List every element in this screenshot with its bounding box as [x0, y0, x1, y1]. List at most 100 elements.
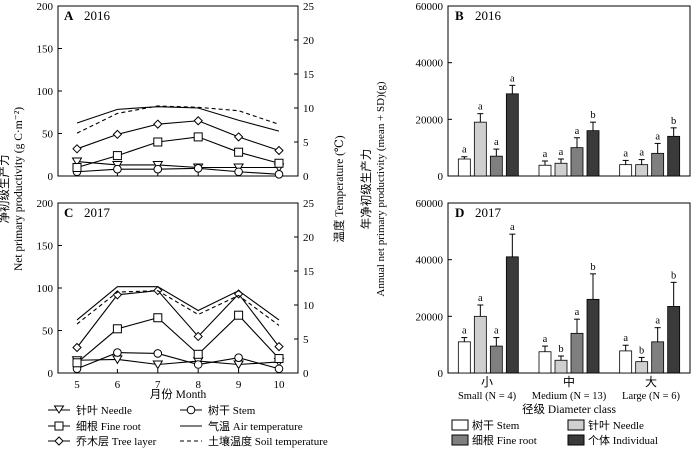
panel-b-ytick-label: 60000 — [416, 1, 444, 13]
panel-b-sig-letter: a — [575, 126, 580, 137]
panel-c-y2tick-label: 25 — [303, 198, 315, 210]
class-medium: Medium (N = 13) — [532, 391, 607, 402]
panel-c-ytick-label: 150 — [37, 241, 54, 253]
panel-a-tree-layer-point — [233, 132, 244, 142]
panel-b-bar-individual — [505, 93, 519, 177]
panel-b-sig-letter: a — [462, 145, 467, 156]
panel-c-stem-point — [193, 360, 203, 369]
panel-a-ytick-label: 150 — [37, 44, 54, 56]
bar-legend-needle-label: 针叶 Needle — [588, 418, 644, 432]
panel-a-fine-root-point — [193, 132, 203, 142]
panel-b-ticks: 0 20000 40000 60000 — [416, 1, 452, 183]
panel-b-frame — [447, 5, 691, 177]
panel-b-bar-stem — [457, 158, 471, 177]
panel-a-ytick-label: 200 — [37, 1, 54, 13]
triangle-marker-icon — [53, 405, 65, 414]
panel-d-ytick-label: 0 — [438, 368, 444, 380]
panel-c-needle-line — [76, 358, 280, 366]
panel-c-fine-root-point — [274, 354, 284, 364]
bar-ylabel-cn: 年净初级生产力 — [359, 149, 373, 230]
legend-needle: 针叶 Needle — [48, 403, 132, 417]
legend-fine-root: 细根 Fine root — [48, 419, 141, 433]
legend-air-temp: 气温 Air temperature — [180, 419, 303, 433]
legend-soil-temp: 土壤温度 Soil temperature — [180, 434, 328, 448]
panel-b-bar-needle — [473, 121, 487, 177]
panel-a-tree-layer-line — [76, 120, 280, 152]
panel-b-ytick-label: 20000 — [416, 114, 444, 126]
panel-a-ytick-label: 0 — [48, 171, 54, 183]
panel-a-fine-root-point — [72, 163, 82, 172]
panel-b-bar-needle — [635, 164, 649, 177]
bar-legend-individual-swatch — [567, 434, 585, 446]
bar-legend-individual-label: 个体 Individual — [588, 433, 658, 447]
panel-a: A 2016 0 50 100 150 200 0 5 10 15 20 25 — [37, 1, 315, 183]
panel-a-tree-layer-point — [193, 116, 203, 126]
panel-d-ytick-label: 60000 — [416, 198, 444, 210]
panel-d-bar-needle — [635, 361, 649, 374]
panel-a-tree-layer-point — [112, 129, 123, 140]
panel-c-xtick-label: 8 — [195, 379, 201, 391]
panel-a-soil-temp-line — [76, 105, 280, 134]
panel-d-sig-letter: a — [623, 333, 628, 344]
panel-c-fine-root-point — [112, 324, 122, 334]
legend-air-temp-label: 气温 Air temperature — [208, 419, 303, 433]
panel-b-sig-letter: b — [590, 110, 595, 121]
panel-d-ticks: 0 20000 40000 60000 — [416, 198, 452, 380]
panel-d-sig-letter: a — [510, 222, 515, 233]
panel-b-bar-stem — [538, 164, 552, 177]
panel-b-bar-individual — [667, 135, 681, 177]
legend-stem: 树干 Stem — [180, 403, 256, 417]
panel-b-bar-needle — [554, 162, 568, 177]
bar-legend-stem-label: 树干 Stem — [472, 418, 520, 432]
panel-a-label: A — [64, 8, 74, 23]
panel-d-bar-individual — [505, 256, 519, 374]
panel-c-xtick-label: 10 — [274, 379, 286, 391]
left-ylabel-en: Net primary productivity (g C·m⁻²) — [13, 107, 25, 271]
panel-d-sig-letter: b — [558, 344, 563, 355]
panel-b-sig-letter: a — [510, 73, 515, 84]
panel-a-stem-point — [113, 164, 122, 174]
panel-d-ytick-label: 20000 — [416, 311, 444, 323]
bar-legend-needle-swatch — [567, 419, 585, 431]
panel-b-sig-letter: a — [655, 131, 660, 142]
class-small: Small (N = 4) — [458, 391, 517, 402]
panel-a-stem-point — [153, 164, 163, 174]
panel-a-fine-root-point — [274, 158, 284, 168]
panel-c-frame — [57, 202, 299, 374]
panel-a-frame — [57, 5, 299, 177]
panel-b-year: 2016 — [475, 8, 502, 23]
panel-b-sig-letter: a — [543, 149, 548, 160]
panel-a-y2tick-label: 20 — [303, 35, 315, 47]
panel-d-sig-letter: a — [655, 316, 660, 327]
panel-c: C 2017 0 50 100 150 200 0 5 10 15 20 25 5 6 7 8 9 10 — [37, 198, 315, 391]
panel-c-fine-root-point — [193, 349, 203, 359]
panel-a-ytick-label: 100 — [37, 86, 54, 98]
panel-a-y2tick-label: 0 — [303, 171, 309, 183]
panel-d-bar-individual — [586, 298, 600, 374]
legend-soil-temp-label: 土壤温度 Soil temperature — [208, 434, 328, 448]
panel-a-year: 2016 — [84, 8, 111, 23]
panel-d-sig-letter: a — [494, 326, 499, 337]
panel-d-bar-fine-root — [489, 345, 503, 374]
legend-tree-layer: 乔木层 Tree layer — [48, 435, 157, 448]
panel-a-y2tick-label: 5 — [303, 137, 309, 149]
panel-a-fine-root-point — [153, 137, 163, 147]
bar-legend: 树干 Stem 针叶 Needle 细根 Fine root 个体 Indivi… — [451, 418, 658, 447]
panel-a-needle-point — [71, 157, 83, 167]
line-legend: 针叶 Needle 树干 Stem 细根 Fine root 气温 Air te… — [48, 403, 328, 448]
panel-d-ytick-label: 40000 — [416, 255, 444, 267]
panel-b-bar-individual — [586, 130, 600, 177]
panel-b-sig-letter: a — [494, 137, 499, 148]
panel-c-ytick-label: 200 — [37, 198, 54, 210]
bar-legend-fine-root-swatch — [451, 434, 469, 446]
panel-c-tree-layer-point — [112, 290, 123, 300]
bar-legend-fine-root-label: 细根 Fine root — [472, 433, 537, 447]
panel-c-y2tick-label: 20 — [303, 232, 315, 244]
panel-c-label: C — [64, 205, 73, 220]
panel-d-sig-letter: b — [639, 345, 644, 356]
panel-b-bar-fine-root — [489, 155, 503, 177]
panel-a-stem-point — [274, 170, 284, 179]
month-xlabel: 月份 Month — [150, 388, 207, 401]
panel-a-air-temp-line — [76, 106, 280, 132]
class-medium-cn: 中 — [563, 374, 575, 389]
